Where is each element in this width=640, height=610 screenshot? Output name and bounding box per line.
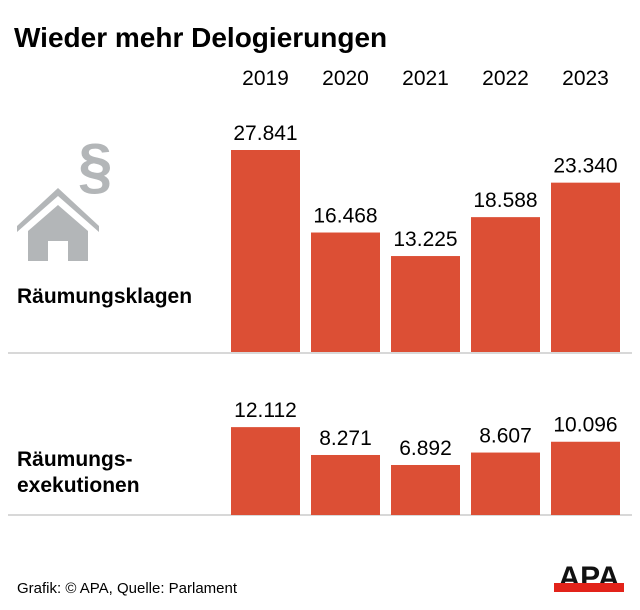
value-label-klagen-2020: 16.468 bbox=[313, 205, 377, 228]
value-label-exekutionen-2022: 8.607 bbox=[479, 425, 532, 448]
bar-exekutionen-2021 bbox=[391, 464, 460, 515]
bar-klagen-2020 bbox=[311, 232, 380, 352]
value-label-klagen-2023: 23.340 bbox=[553, 155, 617, 178]
house-icon bbox=[17, 188, 99, 261]
value-label-exekutionen-2021: 6.892 bbox=[399, 437, 452, 460]
year-label-2019: 2019 bbox=[242, 67, 289, 90]
year-label-2022: 2022 bbox=[482, 67, 529, 90]
year-label-2023: 2023 bbox=[562, 67, 609, 90]
value-label-exekutionen-2019: 12.112 bbox=[234, 399, 297, 422]
value-label-exekutionen-2020: 8.271 bbox=[319, 427, 372, 450]
bar-exekutionen-2019 bbox=[231, 427, 300, 515]
section-label-klagen: Räumungsklagen bbox=[17, 285, 192, 308]
paragraph-icon: § bbox=[78, 132, 112, 201]
value-label-klagen-2019: 27.841 bbox=[233, 122, 297, 145]
bar-exekutionen-2023 bbox=[551, 441, 620, 515]
section-label-exekutionen-2: exekutionen bbox=[17, 474, 140, 497]
section-label-exekutionen-1: Räumungs- bbox=[17, 448, 133, 471]
value-label-klagen-2021: 13.225 bbox=[393, 228, 457, 251]
value-label-klagen-2022: 18.588 bbox=[473, 189, 537, 212]
year-label-2020: 2020 bbox=[322, 67, 369, 90]
bar-exekutionen-2022 bbox=[471, 452, 540, 515]
bar-klagen-2022 bbox=[471, 217, 540, 352]
value-label-exekutionen-2023: 10.096 bbox=[553, 414, 617, 437]
bar-klagen-2019 bbox=[231, 150, 300, 352]
bar-exekutionen-2020 bbox=[311, 454, 380, 515]
year-label-2021: 2021 bbox=[402, 67, 449, 90]
apa-logo: APA bbox=[554, 561, 624, 594]
bar-klagen-2023 bbox=[551, 182, 620, 352]
source-note: Grafik: © APA, Quelle: Parlament bbox=[17, 580, 238, 597]
chart-title: Wieder mehr Delogierungen bbox=[14, 22, 387, 53]
bar-klagen-2021 bbox=[391, 256, 460, 352]
